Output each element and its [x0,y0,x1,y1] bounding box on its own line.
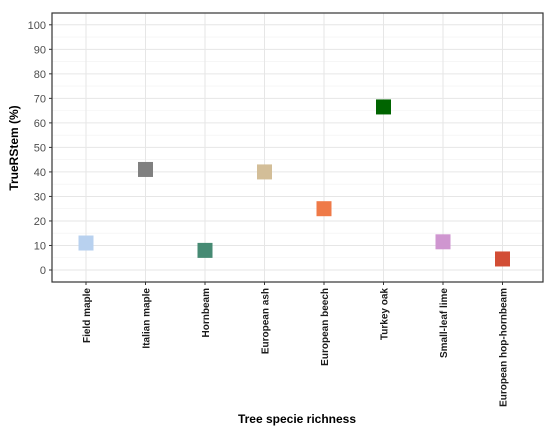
x-tick-label: European hop-hornbeam [499,288,510,407]
y-tick-label: 90 [34,44,46,56]
y-tick-label: 0 [40,265,46,277]
grid [52,13,543,282]
x-tick-label: European ash [261,288,272,354]
x-tick-label: European beech [320,288,331,366]
data-point [495,251,510,267]
x-tick-label: Hornbeam [201,288,212,338]
data-point [138,161,153,177]
data-points [78,99,510,267]
x-tick-label: Small-leaf lime [439,288,450,358]
data-point [78,235,94,251]
data-point [316,201,332,217]
y-axis-title: TrueRStem (%) [7,105,21,190]
y-tick-label: 80 [34,69,46,81]
y-tick-label: 50 [34,142,46,154]
data-point [376,99,391,115]
y-tick-label: 70 [34,93,46,105]
plot-panel-border [51,12,544,283]
x-axis-title: Tree specie richness [238,412,356,426]
y-tick-label: 40 [34,167,46,179]
data-point [435,234,451,250]
x-tick-label: Turkey oak [380,288,391,340]
y-tick-label: 100 [28,20,46,32]
data-point [197,242,213,258]
y-tick-label: 20 [34,216,46,228]
x-axis: Field maple Italian maple Hornbeam European… [82,282,510,407]
y-axis: 0 10 20 30 40 50 60 70 80 90 100 [28,20,52,277]
y-tick-label: 60 [34,118,46,130]
data-point [257,164,272,180]
x-tick-label: Italian maple [142,288,153,349]
y-tick-label: 30 [34,191,46,203]
y-tick-label: 10 [34,240,46,252]
x-tick-label: Field maple [82,288,93,343]
